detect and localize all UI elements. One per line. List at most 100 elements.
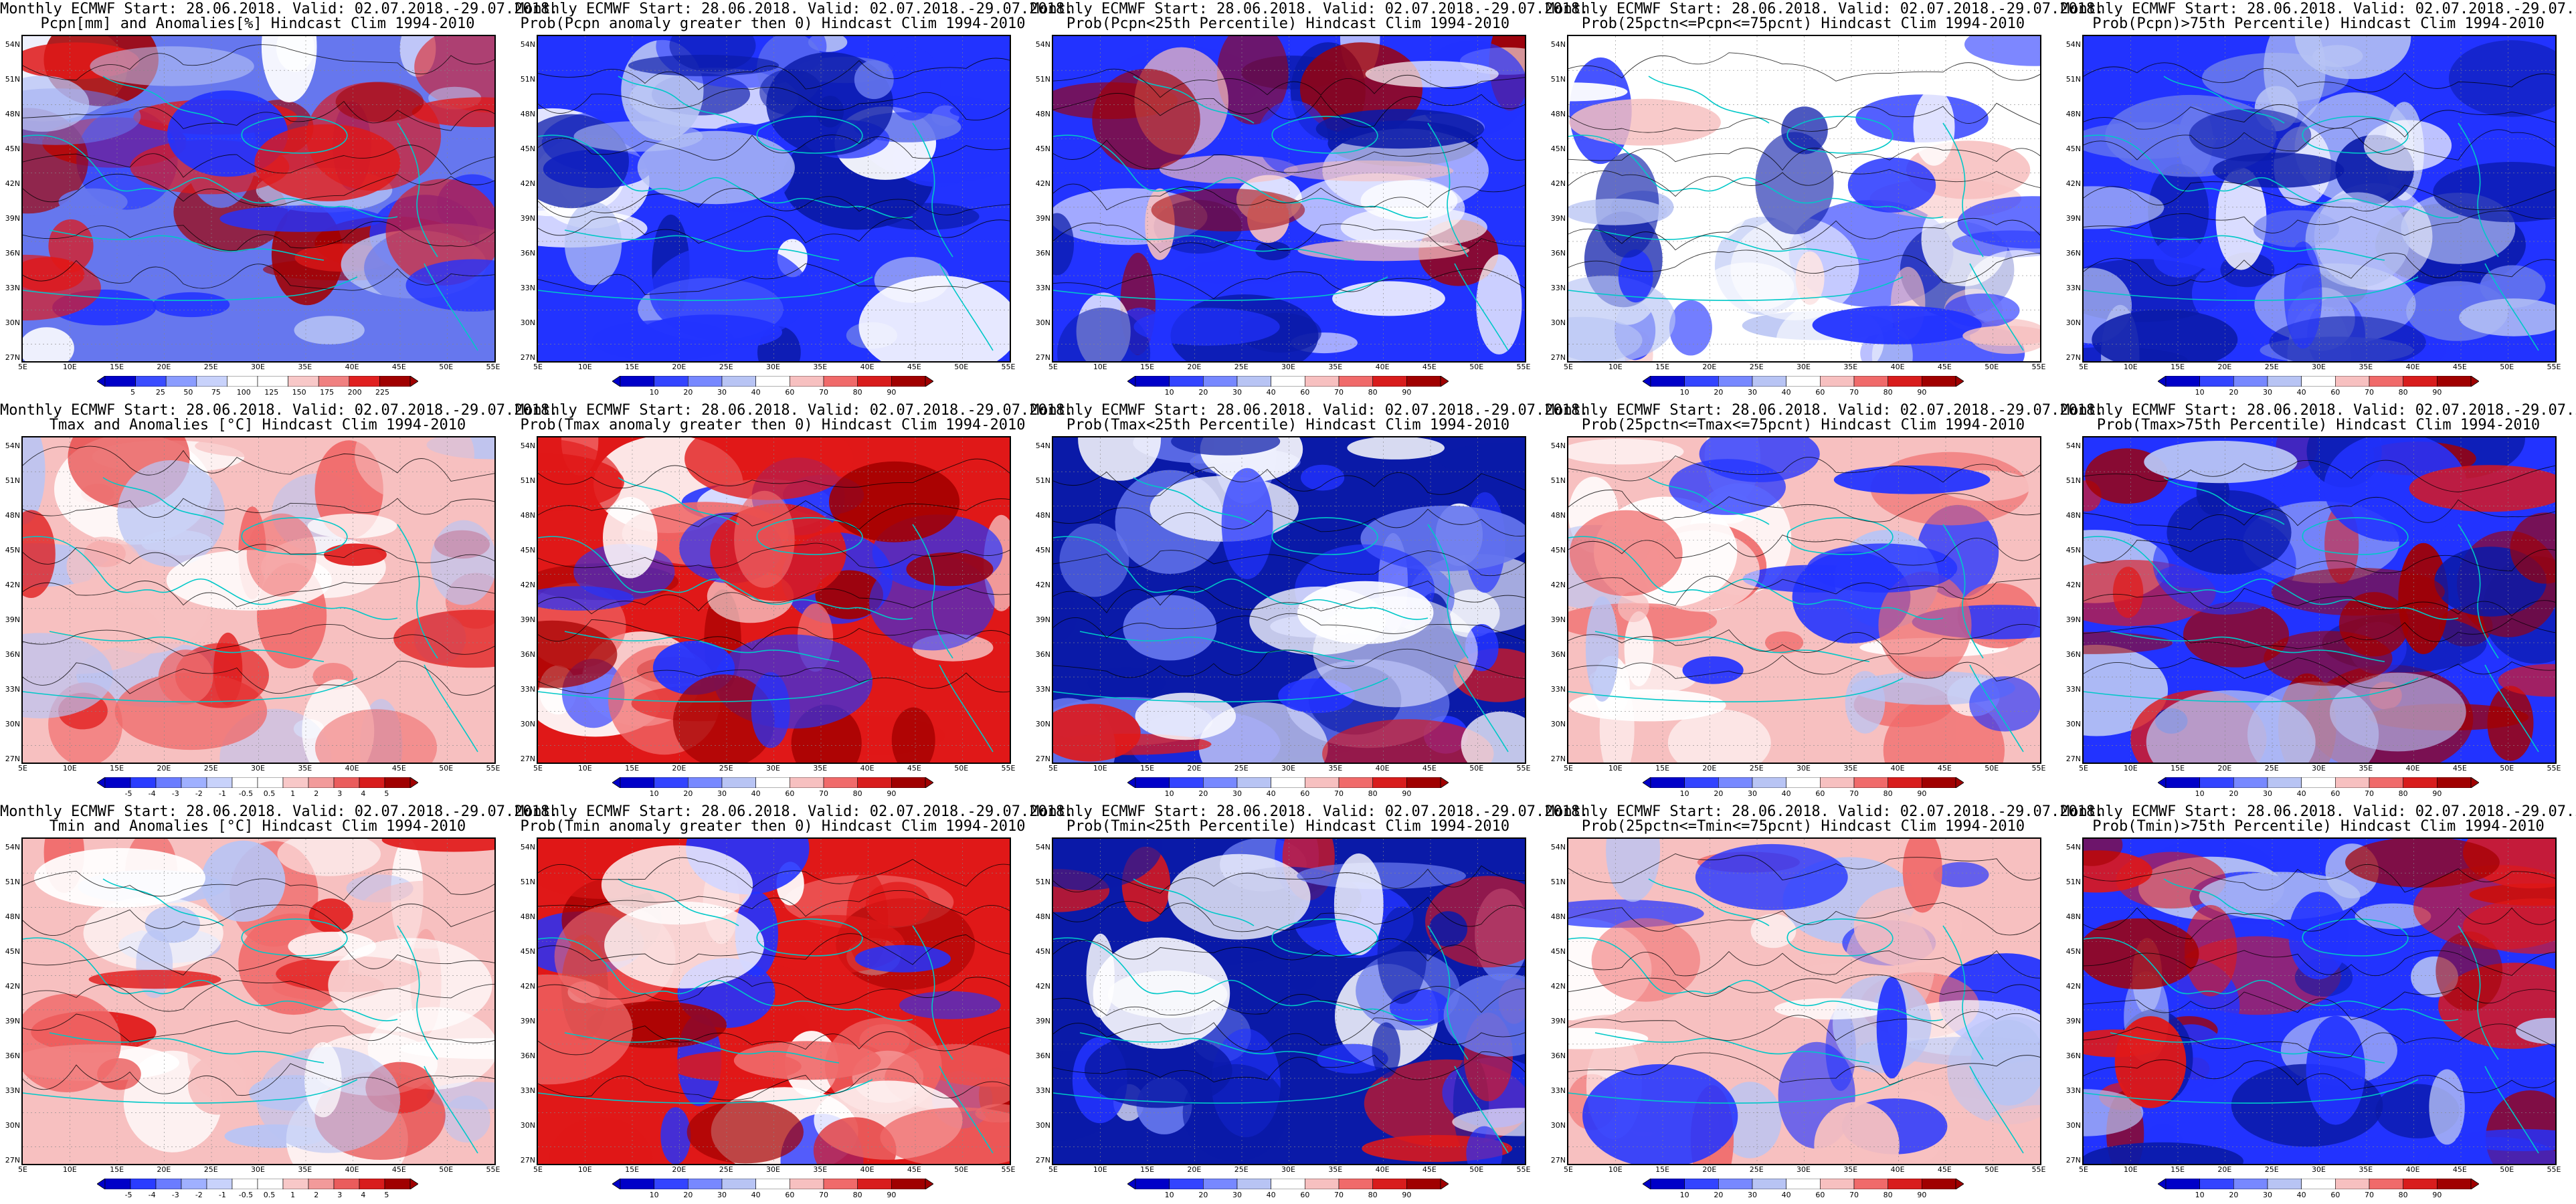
colorbar-label: 30 xyxy=(1232,789,1242,798)
colorbar-segment xyxy=(1650,1179,1685,1189)
field-blob xyxy=(885,47,941,121)
longitude-tick-label: 15E xyxy=(625,1165,640,1174)
latitude-tick-label: 51N xyxy=(1550,75,1566,84)
colorbar-label: 20 xyxy=(1198,789,1208,798)
longitude-tick-label: 5E xyxy=(18,1165,27,1174)
coastline xyxy=(1942,524,1984,659)
colorbar-segment xyxy=(2165,1179,2201,1189)
field-blob xyxy=(1286,971,1317,991)
latitude-tick-label: 45N xyxy=(5,144,20,153)
longitude-tick-label: 45E xyxy=(1422,1165,1437,1174)
field-blob xyxy=(538,586,634,611)
colorbar-arrow-low xyxy=(97,1179,106,1189)
field-blob xyxy=(1591,918,1700,1002)
field-blob xyxy=(1878,571,1972,680)
colorbar-label: 10 xyxy=(1679,388,1689,397)
field-blob xyxy=(1053,839,1162,890)
contour-line xyxy=(1053,68,1525,98)
longitude-tick-label: 15E xyxy=(1140,1165,1155,1174)
colorbar-segment xyxy=(282,777,309,788)
field-blob xyxy=(58,188,128,216)
contour-line xyxy=(1053,183,1525,211)
longitude-tick-label: 10E xyxy=(62,1165,77,1174)
longitude-tick-label: 50E xyxy=(1985,1165,1999,1174)
latitude-tick-label: 51N xyxy=(520,476,535,485)
colorbar-segment xyxy=(1718,376,1753,387)
colorbar-label: 70 xyxy=(2365,1191,2374,1199)
contour-line xyxy=(2084,127,2555,161)
longitude-tick-label: 25E xyxy=(719,764,733,773)
latitude-tick-label: 54N xyxy=(5,441,20,450)
latitude-tick-label: 39N xyxy=(1035,1017,1050,1025)
longitude-tick-label: 35E xyxy=(813,1165,828,1174)
contour-line xyxy=(23,44,494,81)
field-blob xyxy=(829,461,960,542)
panel-title-run: Monthly ECMWF Start: 28.06.2018. Valid: … xyxy=(1030,803,1589,820)
field-blob xyxy=(405,259,494,312)
colorbar-arrow-high xyxy=(1955,1179,1964,1189)
colorbar-label: 30 xyxy=(1748,1191,1757,1199)
field-blob xyxy=(549,1117,653,1164)
map-panel: Monthly ECMWF Start: 28.06.2018. Valid: … xyxy=(515,803,1073,1204)
coastline xyxy=(1053,276,1388,302)
coastline xyxy=(2084,276,2419,302)
colorbar-segment xyxy=(1718,777,1753,788)
field-blob xyxy=(294,316,365,344)
colorbar-label: 125 xyxy=(264,388,279,397)
contour-line xyxy=(538,1068,1010,1101)
panel-title-run: Monthly ECMWF Start: 28.06.2018. Valid: … xyxy=(1030,1,1589,17)
colorbar-label: 90 xyxy=(1917,1191,1927,1199)
latitude-tick-label: 33N xyxy=(2065,284,2081,292)
latitude-tick-label: 48N xyxy=(2065,110,2081,118)
latitude-tick-label: 45N xyxy=(520,144,535,153)
field-blob xyxy=(649,243,810,342)
contour-line xyxy=(538,976,1010,1005)
colorbar-segment xyxy=(1338,777,1374,788)
field-blob xyxy=(1699,437,1820,482)
colorbar-arrow-high xyxy=(1440,1179,1449,1189)
contour-line xyxy=(2084,864,2555,893)
colorbar-label: 80 xyxy=(1883,789,1893,798)
colorbar-segment xyxy=(688,777,723,788)
coastline xyxy=(1594,631,1870,662)
colorbar-label: 10 xyxy=(649,1191,659,1199)
latitude-tick-label: 33N xyxy=(1035,1086,1050,1095)
field-blob xyxy=(2312,45,2363,68)
field-blob xyxy=(1429,911,1468,947)
coastline xyxy=(538,276,873,302)
latitude-tick-label: 30N xyxy=(2065,1121,2081,1130)
contour-line xyxy=(2084,987,2555,1021)
coastline xyxy=(1454,263,1509,351)
field-blob xyxy=(1221,468,1273,579)
latitude-tick-label: 48N xyxy=(5,912,20,921)
contour-line xyxy=(1568,52,2040,82)
colorbar-label: 0.5 xyxy=(263,789,276,798)
coastline xyxy=(538,678,873,703)
colorbar-segment xyxy=(620,777,655,788)
coastline xyxy=(2302,116,2409,154)
colorbar-segment xyxy=(1372,376,1407,387)
coastline xyxy=(1053,536,1429,620)
colorbar-segment xyxy=(2199,376,2234,387)
colorbar-segment xyxy=(2403,777,2437,788)
longitude-tick-label: 35E xyxy=(813,363,828,371)
longitude-tick-label: 40E xyxy=(1375,764,1390,773)
latitude-tick-label: 51N xyxy=(2065,878,2081,886)
contour-line xyxy=(1568,146,2040,171)
colorbar-label: 30 xyxy=(1232,1191,1242,1199)
colorbar-label: 80 xyxy=(1883,388,1893,397)
colorbar-arrow-low xyxy=(1127,376,1136,387)
field-blob xyxy=(2084,1142,2244,1164)
panel-title-variable: Prob(25pctn<=Pcpn<=75pcnt) Hindcast Clim… xyxy=(1581,15,2025,32)
field-blob xyxy=(1568,1027,1649,1049)
field-blob xyxy=(1255,241,1291,261)
field-blob xyxy=(1160,155,1298,184)
map-area xyxy=(2082,837,2557,1165)
coastline xyxy=(564,1032,840,1064)
latitude-tick-label: 36N xyxy=(520,1051,535,1060)
colorbar-label: -1 xyxy=(218,789,226,798)
map-field xyxy=(1053,36,1525,361)
field-blob xyxy=(2480,265,2546,308)
field-blob xyxy=(1317,1043,1388,1074)
coastline xyxy=(756,918,863,957)
